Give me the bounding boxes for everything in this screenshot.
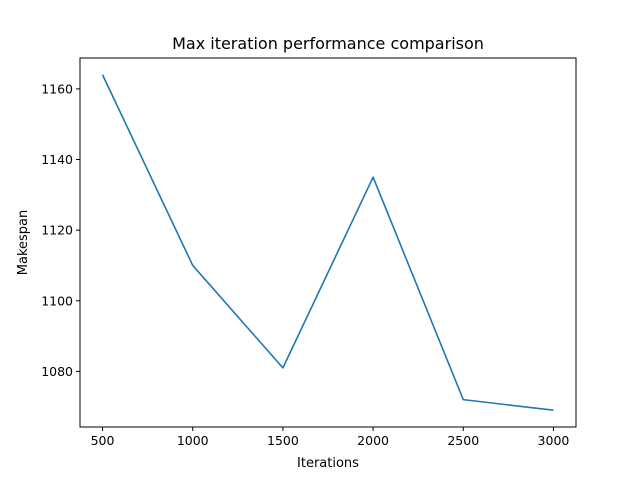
series-line (101, 74, 554, 412)
series-layer (101, 74, 554, 412)
x-tick-label: 2500 (447, 433, 479, 448)
plot-area: 500 1000 1500 2000 2500 3000 1080 1100 1120 1140… (41, 57, 577, 448)
x-axis-ticks: 500 1000 1500 2000 2500 3000 (91, 427, 570, 448)
x-tick-label: 3000 (538, 433, 570, 448)
x-tick-label: 1500 (267, 433, 299, 448)
x-axis-title: Iterations (297, 456, 359, 471)
x-tick-label: 500 (91, 433, 115, 448)
y-tick-label: 1080 (41, 364, 73, 379)
y-tick-label: 1140 (41, 152, 73, 167)
y-tick-label: 1160 (41, 81, 73, 96)
y-axis-ticks: 1080 1100 1120 1140 1160 (41, 81, 80, 379)
x-tick-label: 1000 (177, 433, 209, 448)
y-tick-label: 1120 (41, 223, 73, 238)
x-tick-label: 2000 (357, 433, 389, 448)
chart-title: Max iteration performance comparison (172, 34, 484, 53)
y-tick-label: 1100 (41, 293, 73, 308)
plot-frame (79, 57, 577, 428)
y-axis-title: Makespan (16, 210, 31, 275)
